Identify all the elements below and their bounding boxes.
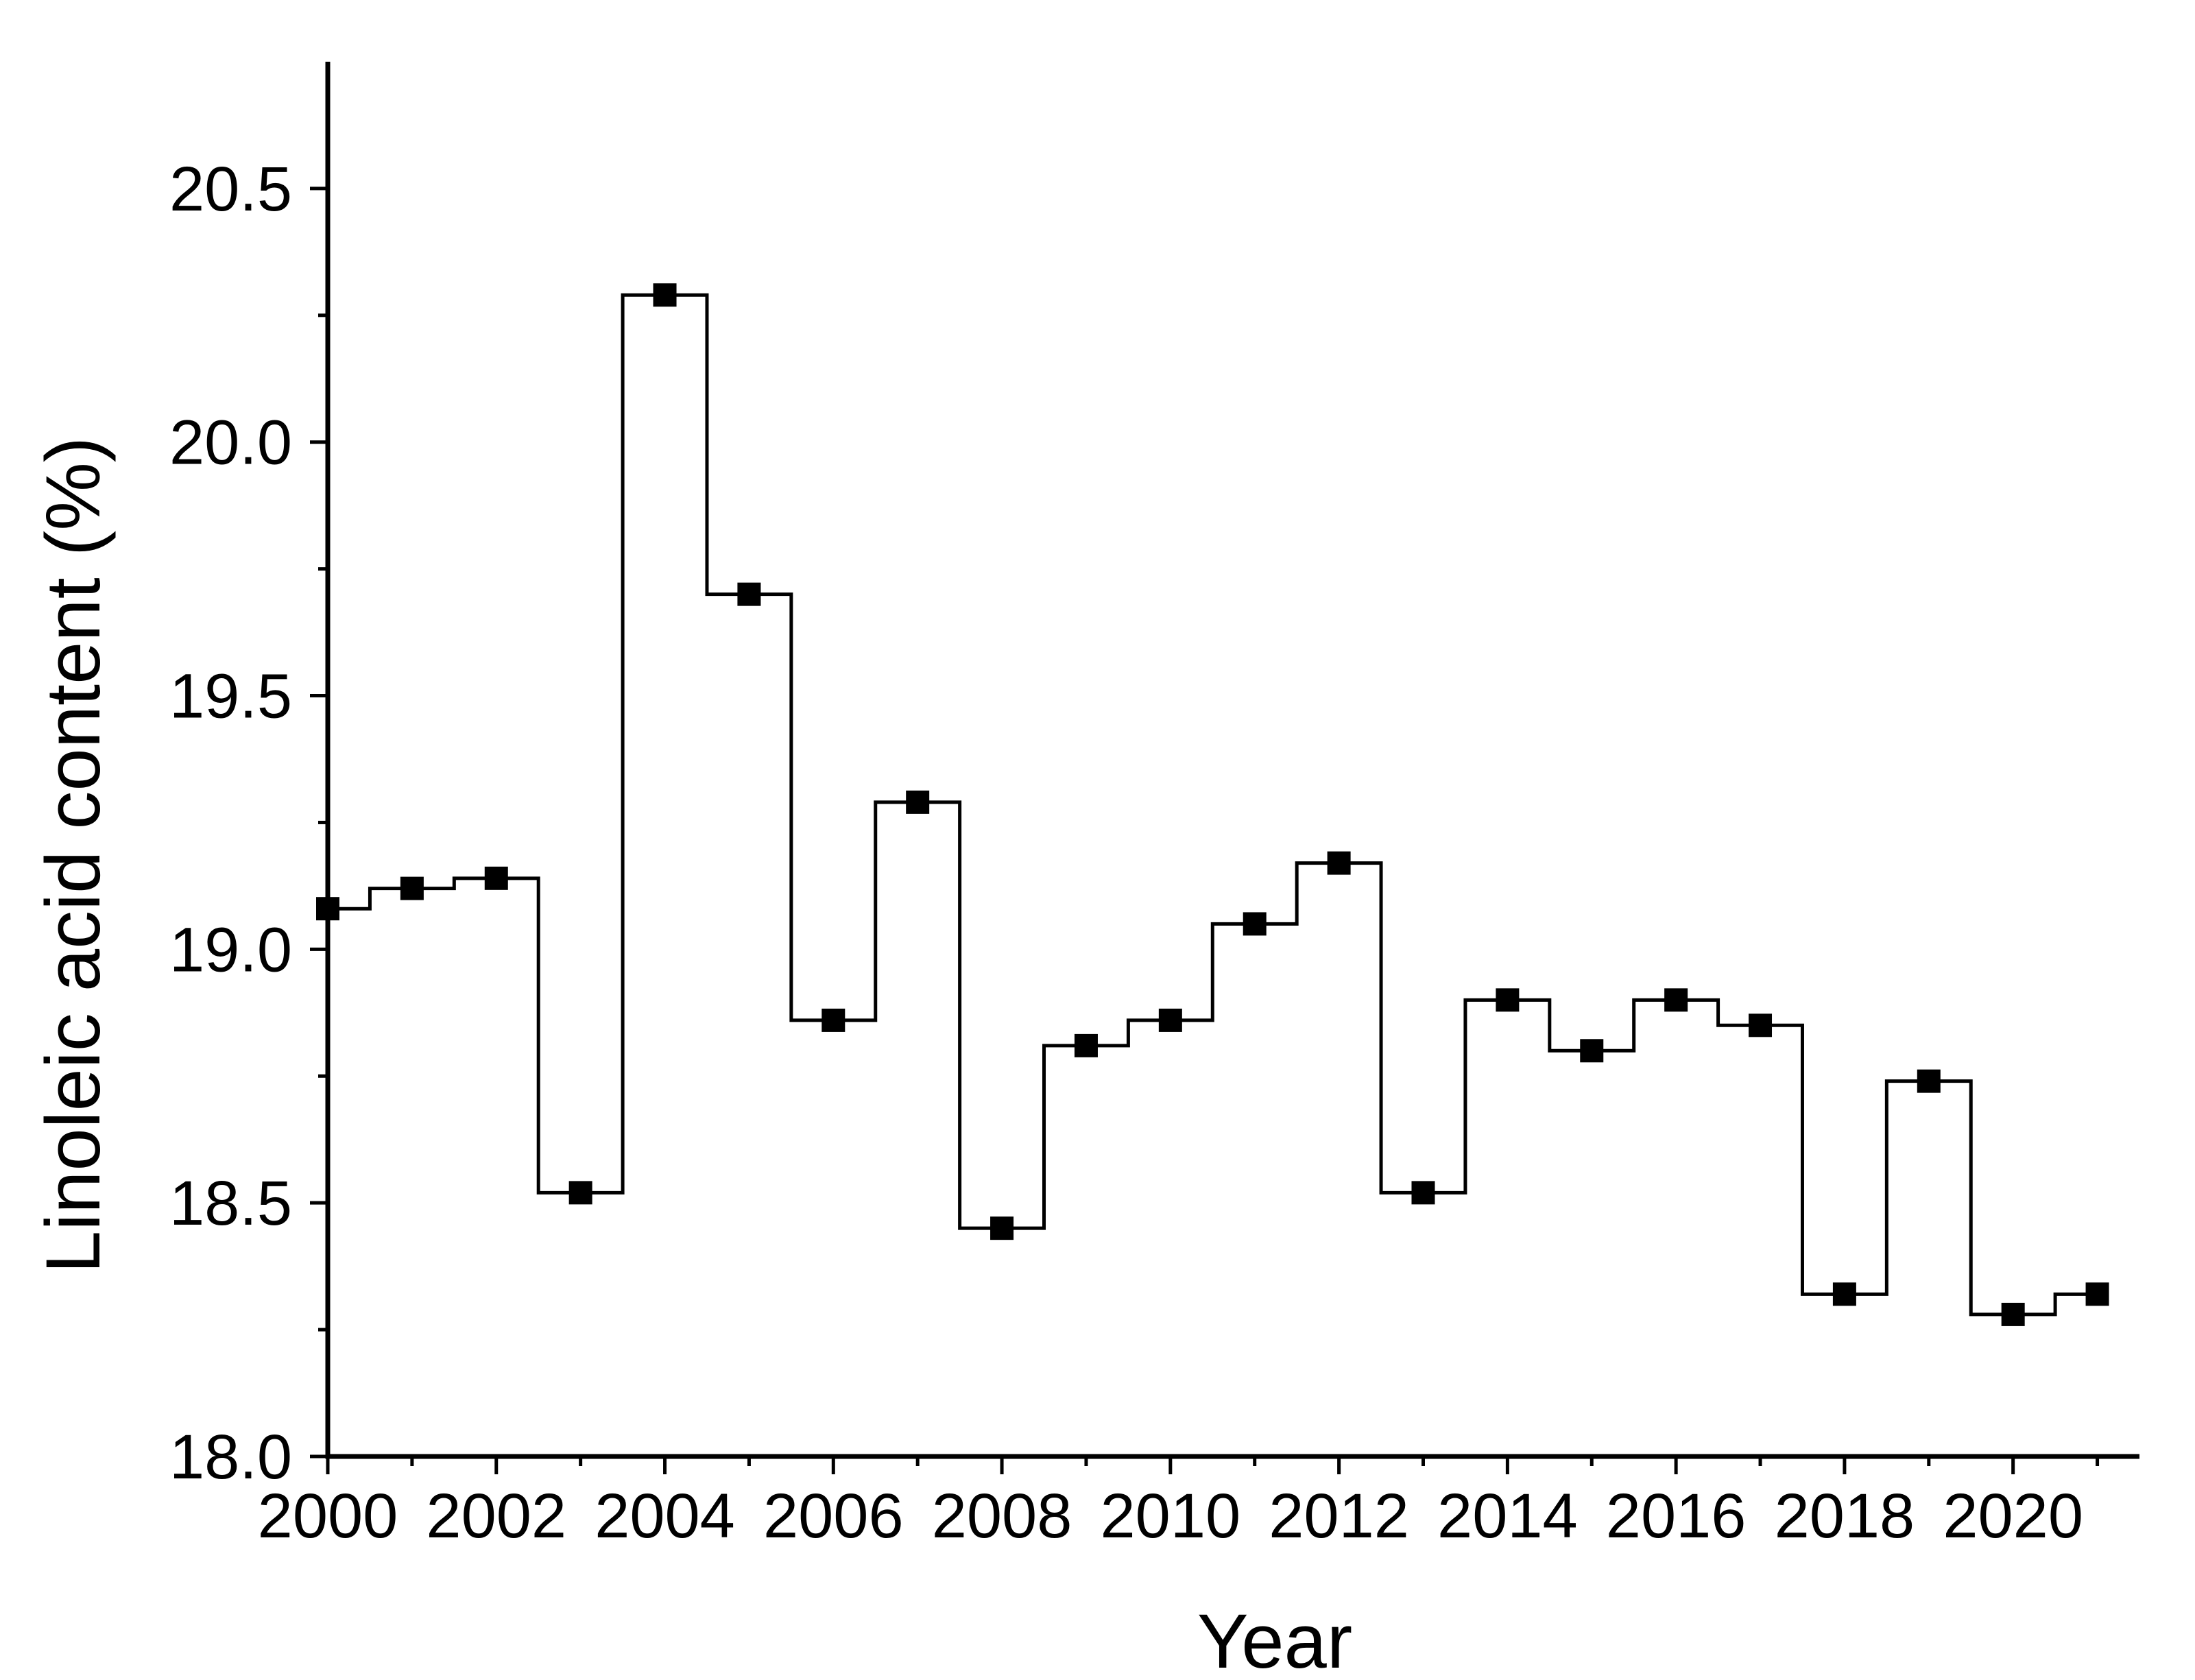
- data-point-marker: [737, 582, 761, 606]
- data-point-marker: [1074, 1033, 1098, 1057]
- data-point-marker: [1411, 1181, 1435, 1205]
- data-point-marker: [1243, 912, 1267, 936]
- data-point-marker: [1664, 988, 1688, 1012]
- axes: 2000 2002 2004 2006 2008 2010 2012 2014 2016 2018…: [169, 62, 2139, 1551]
- x-axis-title: Year: [1197, 1598, 1352, 1680]
- data-point-marker: [484, 866, 508, 890]
- x-tick-label: 2016: [1606, 1481, 1747, 1551]
- x-tick-label: 2010: [1101, 1481, 1241, 1551]
- y-tick-label: 19.5: [169, 662, 292, 732]
- plot-area: [316, 283, 2109, 1326]
- y-tick-label: 20.5: [169, 154, 292, 224]
- x-tick-label: 2006: [763, 1481, 904, 1551]
- y-tick-label: 18.5: [169, 1168, 292, 1238]
- data-point-marker: [316, 897, 339, 921]
- x-tick-label: 2008: [932, 1481, 1072, 1551]
- data-point-marker: [653, 283, 677, 307]
- series-step-line: [328, 293, 2098, 1317]
- y-tick-label: 20.0: [169, 408, 292, 478]
- data-point-marker: [1158, 1008, 1182, 1032]
- x-tick-label: 2004: [595, 1481, 735, 1551]
- x-tick-label: 2014: [1437, 1481, 1578, 1551]
- y-axis-title: Linoleic acid content (%): [30, 437, 116, 1273]
- x-tick-label: 2000: [258, 1481, 398, 1551]
- y-tick-label: 19.0: [169, 915, 292, 985]
- data-point-marker: [2001, 1302, 2025, 1326]
- data-point-marker: [2085, 1282, 2109, 1306]
- x-tick-label: 2018: [1775, 1481, 1915, 1551]
- data-point-marker: [568, 1181, 592, 1205]
- data-point-marker: [1496, 988, 1520, 1012]
- data-point-marker: [400, 876, 424, 900]
- data-point-marker: [1832, 1282, 1856, 1306]
- data-point-marker: [1327, 851, 1351, 875]
- data-point-marker: [1917, 1069, 1941, 1093]
- data-point-marker: [821, 1008, 845, 1032]
- data-point-marker: [906, 790, 930, 814]
- data-point-marker: [1580, 1039, 1604, 1063]
- data-point-marker: [990, 1216, 1014, 1240]
- x-tick-label: 2012: [1269, 1481, 1409, 1551]
- data-point-marker: [1749, 1013, 1773, 1037]
- x-tick-label: 2020: [1943, 1481, 2083, 1551]
- y-tick-label: 18.0: [169, 1422, 292, 1492]
- x-tick-label: 2002: [426, 1481, 566, 1551]
